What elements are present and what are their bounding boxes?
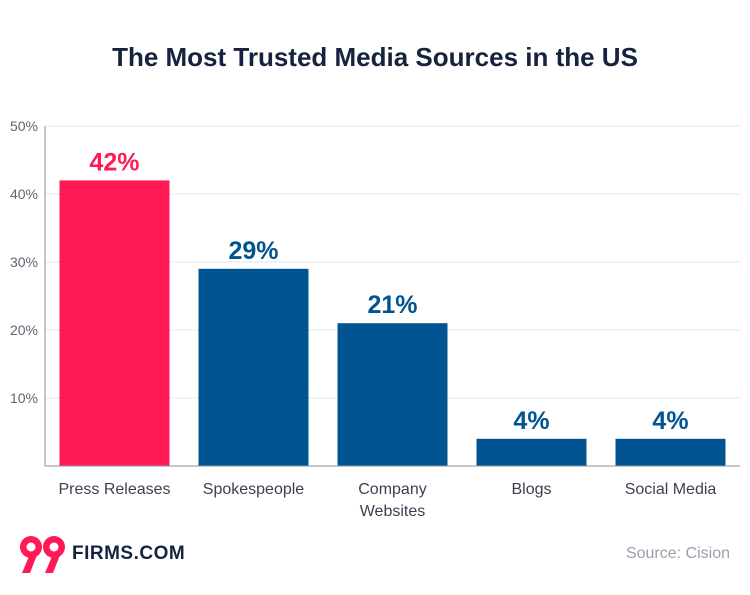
x-category-label: Press Releases [58, 481, 170, 498]
y-tick-label: 50% [10, 118, 38, 134]
x-category-label: Websites [360, 503, 426, 520]
bar-value-label: 29% [228, 237, 278, 265]
bar-value-label: 42% [89, 148, 139, 176]
x-category-label: Blogs [511, 481, 551, 498]
x-category-label: Company [358, 481, 426, 498]
bar-chart: 10% 20% 30% 40% 50% 42% Press Releases 29% Spoke… [10, 118, 740, 520]
logo-text: FIRMS.COM [72, 543, 186, 564]
chart-title: The Most Trusted Media Sources in the US [112, 42, 638, 72]
bar-value-label: 4% [513, 407, 549, 435]
y-tick-label: 20% [10, 322, 38, 338]
bar [198, 268, 309, 466]
x-category-label: Spokespeople [203, 481, 305, 498]
bar-value-label: 4% [652, 407, 688, 435]
y-tick-label: 10% [10, 390, 38, 406]
bar [615, 438, 726, 466]
bar [337, 323, 448, 466]
bar [59, 180, 170, 466]
brand-logo: FIRMS.COM [18, 534, 185, 574]
bar-value-label: 21% [367, 291, 417, 319]
bar [476, 438, 587, 466]
logo-99-icon [20, 536, 65, 573]
source-note: Source: Cision [625, 545, 730, 562]
y-tick-label: 30% [10, 254, 38, 270]
y-tick-label: 40% [10, 186, 38, 202]
x-category-label: Social Media [625, 481, 717, 498]
